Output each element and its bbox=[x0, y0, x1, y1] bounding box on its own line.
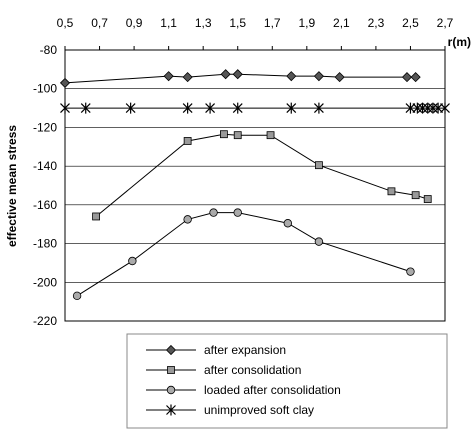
x-tick-label: 0,9 bbox=[126, 16, 143, 30]
x-tick-label: 0,5 bbox=[57, 16, 74, 30]
legend-item: after consolidation bbox=[146, 363, 301, 377]
data-point bbox=[125, 102, 136, 114]
data-point bbox=[440, 102, 450, 114]
data-point bbox=[183, 215, 192, 224]
y-tick-label: -100 bbox=[33, 82, 57, 96]
x-tick-label: 2,5 bbox=[402, 16, 419, 30]
series-line bbox=[64, 73, 416, 84]
data-point bbox=[183, 137, 192, 145]
legend-marker bbox=[165, 344, 177, 356]
plot-area bbox=[64, 49, 446, 322]
data-point bbox=[163, 71, 174, 82]
y-tick-labels: -80 -100 -120 -140 -160 -180 -200 -220 bbox=[33, 43, 57, 328]
legend-label: loaded after consolidation bbox=[204, 383, 341, 397]
data-point bbox=[182, 102, 193, 114]
x-tick-label: 1,3 bbox=[195, 16, 212, 30]
legend-item: unimproved soft clay bbox=[146, 403, 314, 417]
data-point bbox=[315, 161, 323, 170]
data-point bbox=[92, 212, 100, 221]
series-line bbox=[95, 133, 428, 217]
y-axis-title: effective mean stress bbox=[5, 125, 19, 247]
x-tick-label: 2,7 bbox=[437, 16, 454, 30]
data-point bbox=[232, 69, 243, 80]
legend-marker bbox=[166, 404, 176, 416]
data-point bbox=[232, 102, 243, 114]
data-point bbox=[401, 72, 413, 83]
data-point bbox=[205, 102, 216, 114]
data-point bbox=[411, 191, 420, 200]
data-point bbox=[410, 72, 421, 83]
data-point bbox=[406, 267, 415, 276]
series-circle bbox=[72, 208, 415, 301]
data-point bbox=[80, 102, 91, 114]
x-tick-label: 1,9 bbox=[298, 16, 315, 30]
legend-marker bbox=[167, 366, 175, 374]
series-diamond bbox=[59, 69, 421, 88]
y-tick-label: -220 bbox=[33, 314, 57, 328]
y-gridlines bbox=[65, 49, 445, 322]
y-tick-label: -180 bbox=[33, 237, 57, 251]
y-tick-label: -160 bbox=[33, 198, 57, 212]
data-point bbox=[334, 72, 345, 83]
legend: after expansion after consolidation loaded… bbox=[146, 343, 341, 417]
series-lines bbox=[59, 69, 450, 301]
series-square bbox=[92, 130, 432, 221]
data-point bbox=[286, 102, 297, 114]
data-point bbox=[233, 208, 242, 217]
data-point bbox=[266, 131, 275, 140]
data-point bbox=[433, 102, 444, 114]
data-point bbox=[283, 219, 293, 228]
data-point bbox=[72, 291, 82, 301]
data-point bbox=[313, 71, 324, 82]
y-tick-label: -120 bbox=[33, 120, 57, 134]
y-tick-label: -140 bbox=[33, 159, 57, 173]
data-point bbox=[405, 102, 416, 114]
y-tick-label: -200 bbox=[33, 275, 57, 289]
x-tick-label: 1,5 bbox=[229, 16, 246, 30]
data-point bbox=[209, 208, 218, 217]
x-tick-labels: 0,5 0,7 0,9 1,1 1,3 1,5 1,7 1,9 2,1 2,3 2,5 2,7 bbox=[57, 16, 454, 50]
x-tick-label: 1,7 bbox=[264, 16, 281, 30]
data-point bbox=[59, 77, 71, 88]
data-point bbox=[220, 69, 231, 80]
y-tick-label: -80 bbox=[40, 43, 58, 57]
legend-item: after expansion bbox=[146, 343, 286, 357]
data-point bbox=[128, 256, 137, 266]
data-point bbox=[220, 130, 228, 139]
legend-label: unimproved soft clay bbox=[204, 403, 314, 417]
data-point bbox=[286, 71, 297, 82]
data-point bbox=[313, 102, 324, 114]
legend-label: after consolidation bbox=[204, 363, 301, 377]
x-tick-label: 0,7 bbox=[91, 16, 108, 30]
data-point bbox=[233, 131, 242, 140]
data-point bbox=[387, 187, 396, 196]
legend-item: loaded after consolidation bbox=[146, 383, 341, 397]
x-axis-title: r(m) bbox=[448, 35, 471, 49]
legend-box bbox=[126, 333, 448, 429]
x-tick-label: 2,1 bbox=[333, 16, 350, 30]
data-point bbox=[314, 237, 324, 246]
series-asterisk bbox=[60, 102, 450, 114]
x-tick-label: 2,3 bbox=[368, 16, 385, 30]
data-point bbox=[423, 195, 432, 203]
x-tick-label: 1,1 bbox=[160, 16, 177, 30]
data-point bbox=[60, 102, 70, 114]
legend-label: after expansion bbox=[204, 343, 286, 357]
series-line bbox=[76, 212, 411, 297]
legend-marker bbox=[166, 385, 176, 395]
data-point bbox=[182, 72, 193, 83]
